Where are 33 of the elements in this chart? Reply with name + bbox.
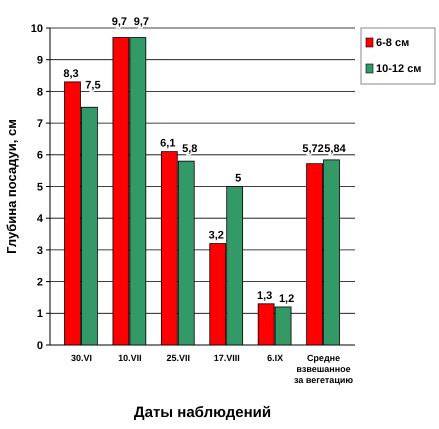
x-tick-label: Средне взвешанное за вегетацию [294,353,354,385]
data-label: 7,5 [85,79,101,92]
data-label: 9,7 [134,16,149,28]
x-tick-label: 25.VII [166,353,190,363]
data-label: 3,2 [208,230,224,242]
y-tick-label: 2 [36,276,43,288]
data-label: 9,7 [112,16,128,28]
y-axis-title: Глубина посадуи, см [4,119,19,254]
y-tick-label: 5 [36,181,43,194]
data-label: 1,3 [257,290,272,302]
data-label: 8,3 [63,68,79,80]
y-tick-label: 7 [36,118,43,130]
y-tick-label: 1 [36,308,43,320]
legend-label: 10-12 см [376,63,422,75]
data-label: 1,2 [278,292,294,305]
x-tick-label: 17.VIII [214,353,240,363]
data-label: 5,8 [182,142,198,155]
x-tick-label: 10.VII [118,353,142,363]
y-tick-label: 6 [36,150,43,162]
y-tick-label: 8 [36,86,43,98]
data-label: 5,72 [302,142,324,155]
x-tick-label: 6.IX [267,353,284,363]
y-tick-label: 4 [36,213,44,226]
data-label: 5 [235,172,242,184]
x-axis-title: Даты наблюдений [134,404,272,421]
y-tick-label: 10 [30,22,43,35]
y-tick-label: 0 [36,340,43,352]
y-tick-label: 3 [36,244,43,257]
data-label: 5,84 [324,142,347,155]
y-tick-label: 9 [36,54,43,67]
x-tick-label: 30.VI [70,353,92,363]
legend-label: 6-8 см [376,37,410,49]
data-label: 6,1 [160,138,176,150]
